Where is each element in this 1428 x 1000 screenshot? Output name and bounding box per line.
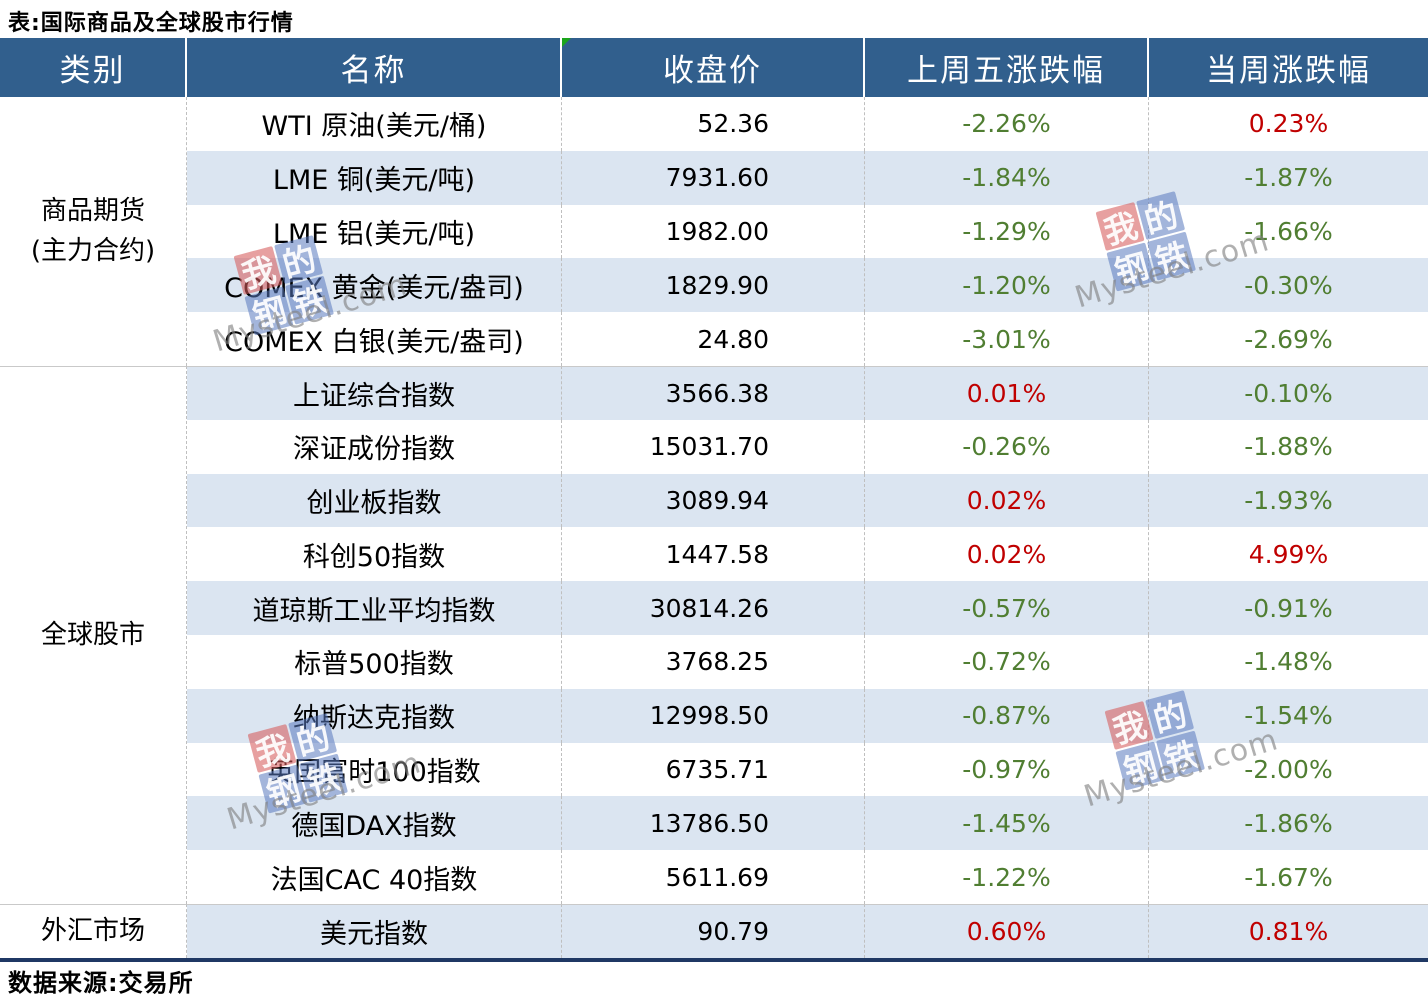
instrument-name: 科创50指数 xyxy=(187,527,562,582)
last-friday-change: -0.26% xyxy=(865,419,1149,474)
close-price: 7931.60 xyxy=(562,150,865,205)
last-friday-change: -0.97% xyxy=(865,742,1149,797)
last-friday-change: -3.01% xyxy=(865,312,1149,366)
column-header-5: 当周涨跌幅 xyxy=(1149,38,1428,97)
close-price: 6735.71 xyxy=(562,742,865,797)
week-change: -0.10% xyxy=(1149,365,1428,420)
close-price: 1982.00 xyxy=(562,204,865,259)
instrument-name: 德国DAX指数 xyxy=(187,796,562,851)
instrument-name: LME 铝(美元/吨) xyxy=(187,204,562,259)
last-friday-change: 0.02% xyxy=(865,473,1149,528)
instrument-name: COMEX 黄金(美元/盎司) xyxy=(187,258,562,313)
week-change: -2.69% xyxy=(1149,312,1428,366)
last-friday-change: -1.22% xyxy=(865,850,1149,904)
week-change: -2.00% xyxy=(1149,742,1428,797)
instrument-name: 创业板指数 xyxy=(187,473,562,528)
close-price: 24.80 xyxy=(562,312,865,366)
week-change: -0.91% xyxy=(1149,581,1428,635)
week-change: -0.30% xyxy=(1149,258,1428,313)
close-price: 52.36 xyxy=(562,97,865,151)
column-header-1: 类别 xyxy=(0,38,187,97)
instrument-name: COMEX 白银(美元/盎司) xyxy=(187,312,562,366)
close-price: 12998.50 xyxy=(562,688,865,743)
instrument-name: 标普500指数 xyxy=(187,634,562,689)
last-friday-change: -1.84% xyxy=(865,150,1149,205)
week-change: -1.87% xyxy=(1149,150,1428,205)
category-label-line: 商品期货 xyxy=(40,196,145,227)
instrument-name: LME 铜(美元/吨) xyxy=(187,150,562,205)
instrument-name: 道琼斯工业平均指数 xyxy=(187,581,562,635)
instrument-name: 法国CAC 40指数 xyxy=(187,850,562,904)
last-friday-change: 0.01% xyxy=(865,365,1149,420)
close-price: 5611.69 xyxy=(562,850,865,904)
last-friday-change: -0.87% xyxy=(865,688,1149,743)
week-change: 0.81% xyxy=(1149,903,1428,958)
instrument-name: 纳斯达克指数 xyxy=(187,688,562,743)
instrument-name: 美元指数 xyxy=(187,903,562,958)
instrument-name: 深证成份指数 xyxy=(187,419,562,474)
last-friday-change: -1.45% xyxy=(865,796,1149,851)
close-price: 3566.38 xyxy=(562,365,865,420)
market-data-table: 类别 名称 收盘价 上周五涨跌幅 当周涨跌幅商品期货 (主力合约) WTI 原油(美元/桶)… xyxy=(0,38,1428,962)
week-change: 0.23% xyxy=(1149,97,1428,151)
week-change: -1.67% xyxy=(1149,850,1428,904)
week-change: -1.93% xyxy=(1149,473,1428,528)
last-friday-change: -0.72% xyxy=(865,634,1149,689)
last-friday-change: -2.26% xyxy=(865,97,1149,151)
last-friday-change: 0.60% xyxy=(865,903,1149,958)
last-friday-change: 0.02% xyxy=(865,527,1149,582)
instrument-name: 上证综合指数 xyxy=(187,365,562,420)
last-friday-change: -1.29% xyxy=(865,204,1149,259)
column-header-3: 收盘价 xyxy=(562,38,865,97)
close-price: 3768.25 xyxy=(562,634,865,689)
close-price: 90.79 xyxy=(562,903,865,958)
category-label-line: 全球股市 xyxy=(40,620,145,651)
category-cell: 全球股市 xyxy=(0,365,187,904)
week-change: -1.86% xyxy=(1149,796,1428,851)
table-title: 表:国际商品及全球股市行情 xyxy=(8,11,294,36)
category-cell: 外汇市场 xyxy=(0,903,187,958)
category-label-line: (主力合约) xyxy=(30,236,156,267)
close-price: 13786.50 xyxy=(562,796,865,851)
close-price: 1447.58 xyxy=(562,527,865,582)
instrument-name: WTI 原油(美元/桶) xyxy=(187,97,562,151)
close-price: 3089.94 xyxy=(562,473,865,528)
last-friday-change: -1.20% xyxy=(865,258,1149,313)
cell-comment-flag-icon xyxy=(562,38,571,47)
column-header-2: 名称 xyxy=(187,38,562,97)
week-change: -1.54% xyxy=(1149,688,1428,743)
close-price: 1829.90 xyxy=(562,258,865,313)
close-price: 15031.70 xyxy=(562,419,865,474)
week-change: 4.99% xyxy=(1149,527,1428,582)
data-source: 数据来源:交易所 xyxy=(8,969,194,997)
week-change: -1.88% xyxy=(1149,419,1428,474)
week-change: -1.66% xyxy=(1149,204,1428,259)
category-label-line: 外汇市场 xyxy=(40,916,145,947)
last-friday-change: -0.57% xyxy=(865,581,1149,635)
category-cell: 商品期货 (主力合约) xyxy=(0,97,187,366)
column-header-4: 上周五涨跌幅 xyxy=(865,38,1149,97)
week-change: -1.48% xyxy=(1149,634,1428,689)
close-price: 30814.26 xyxy=(562,581,865,635)
instrument-name: 英国富时100指数 xyxy=(187,742,562,797)
